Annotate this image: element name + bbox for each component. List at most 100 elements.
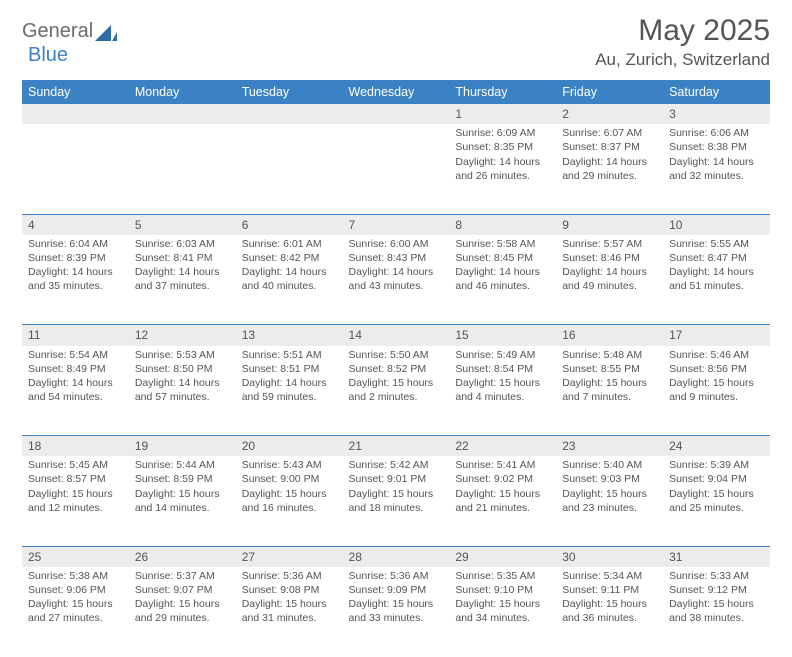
- daylight-text-1: Daylight: 14 hours: [242, 376, 337, 390]
- day-cell: Sunrise: 5:50 AMSunset: 8:52 PMDaylight:…: [343, 346, 450, 436]
- daylight-text-2: and 25 minutes.: [669, 501, 764, 515]
- sunrise-text: Sunrise: 5:39 AM: [669, 458, 764, 472]
- daylight-text-2: and 36 minutes.: [562, 611, 657, 625]
- daylight-text-2: and 7 minutes.: [562, 390, 657, 404]
- sunset-text: Sunset: 8:38 PM: [669, 140, 764, 154]
- day-cell: Sunrise: 5:55 AMSunset: 8:47 PMDaylight:…: [663, 235, 770, 325]
- daynum-row: 45678910: [22, 214, 770, 235]
- daylight-text-2: and 21 minutes.: [455, 501, 550, 515]
- day-header: Wednesday: [343, 81, 450, 104]
- sunrise-text: Sunrise: 5:49 AM: [455, 348, 550, 362]
- day-cell: [343, 124, 450, 214]
- daylight-text-2: and 29 minutes.: [135, 611, 230, 625]
- daylight-text-2: and 27 minutes.: [28, 611, 123, 625]
- daynum-row: 11121314151617: [22, 325, 770, 346]
- calendar-table: SundayMondayTuesdayWednesdayThursdayFrid…: [22, 80, 770, 657]
- sunset-text: Sunset: 8:43 PM: [349, 251, 444, 265]
- sunrise-text: Sunrise: 5:33 AM: [669, 569, 764, 583]
- sunset-text: Sunset: 9:04 PM: [669, 472, 764, 486]
- sunrise-text: Sunrise: 5:58 AM: [455, 237, 550, 251]
- sunset-text: Sunset: 9:10 PM: [455, 583, 550, 597]
- daylight-text-2: and 32 minutes.: [669, 169, 764, 183]
- day-number: 24: [663, 436, 770, 457]
- daylight-text-1: Daylight: 15 hours: [135, 487, 230, 501]
- day-cell: [129, 124, 236, 214]
- daylight-text-1: Daylight: 15 hours: [349, 487, 444, 501]
- sunset-text: Sunset: 9:07 PM: [135, 583, 230, 597]
- brand-text-2: Blue: [28, 44, 68, 67]
- daylight-text-1: Daylight: 15 hours: [455, 487, 550, 501]
- daylight-text-1: Daylight: 14 hours: [135, 265, 230, 279]
- sunrise-text: Sunrise: 5:51 AM: [242, 348, 337, 362]
- day-number: 14: [343, 325, 450, 346]
- sunrise-text: Sunrise: 5:57 AM: [562, 237, 657, 251]
- location-text: Au, Zurich, Switzerland: [595, 50, 770, 70]
- day-cell: Sunrise: 5:42 AMSunset: 9:01 PMDaylight:…: [343, 456, 450, 546]
- sunset-text: Sunset: 8:41 PM: [135, 251, 230, 265]
- daylight-text-1: Daylight: 15 hours: [28, 487, 123, 501]
- daylight-text-2: and 2 minutes.: [349, 390, 444, 404]
- day-cell: Sunrise: 5:54 AMSunset: 8:49 PMDaylight:…: [22, 346, 129, 436]
- day-number: [236, 104, 343, 125]
- month-title: May 2025: [595, 14, 770, 48]
- sunrise-text: Sunrise: 5:36 AM: [242, 569, 337, 583]
- day-number: 13: [236, 325, 343, 346]
- daylight-text-1: Daylight: 15 hours: [562, 597, 657, 611]
- daylight-text-1: Daylight: 14 hours: [28, 265, 123, 279]
- day-header: Monday: [129, 81, 236, 104]
- day-number: 2: [556, 104, 663, 125]
- sunset-text: Sunset: 8:37 PM: [562, 140, 657, 154]
- sunrise-text: Sunrise: 5:43 AM: [242, 458, 337, 472]
- daylight-text-2: and 37 minutes.: [135, 279, 230, 293]
- daylight-text-2: and 23 minutes.: [562, 501, 657, 515]
- daylight-text-1: Daylight: 15 hours: [242, 597, 337, 611]
- sunset-text: Sunset: 8:47 PM: [669, 251, 764, 265]
- sunrise-text: Sunrise: 5:36 AM: [349, 569, 444, 583]
- daylight-text-1: Daylight: 15 hours: [669, 597, 764, 611]
- sunrise-text: Sunrise: 6:07 AM: [562, 126, 657, 140]
- day-cell: Sunrise: 6:09 AMSunset: 8:35 PMDaylight:…: [449, 124, 556, 214]
- sunrise-text: Sunrise: 5:54 AM: [28, 348, 123, 362]
- sunset-text: Sunset: 8:55 PM: [562, 362, 657, 376]
- daylight-text-2: and 57 minutes.: [135, 390, 230, 404]
- sunrise-text: Sunrise: 5:48 AM: [562, 348, 657, 362]
- daylight-text-1: Daylight: 14 hours: [242, 265, 337, 279]
- day-number: 23: [556, 436, 663, 457]
- day-number: [129, 104, 236, 125]
- daylight-text-1: Daylight: 15 hours: [349, 597, 444, 611]
- daylight-text-2: and 51 minutes.: [669, 279, 764, 293]
- day-cell: Sunrise: 5:43 AMSunset: 9:00 PMDaylight:…: [236, 456, 343, 546]
- daylight-text-1: Daylight: 15 hours: [349, 376, 444, 390]
- day-number: 12: [129, 325, 236, 346]
- brand-text-1: General: [22, 20, 93, 43]
- brand-logo: General: [22, 14, 119, 43]
- page-header: General May 2025 Au, Zurich, Switzerland: [22, 14, 770, 70]
- content-row: Sunrise: 6:04 AMSunset: 8:39 PMDaylight:…: [22, 235, 770, 325]
- sunrise-text: Sunrise: 6:04 AM: [28, 237, 123, 251]
- day-number: 26: [129, 546, 236, 567]
- day-number: 30: [556, 546, 663, 567]
- daylight-text-1: Daylight: 15 hours: [455, 597, 550, 611]
- sunset-text: Sunset: 8:42 PM: [242, 251, 337, 265]
- sunset-text: Sunset: 9:11 PM: [562, 583, 657, 597]
- day-number: 6: [236, 214, 343, 235]
- sunset-text: Sunset: 8:39 PM: [28, 251, 123, 265]
- sunset-text: Sunset: 8:59 PM: [135, 472, 230, 486]
- daylight-text-2: and 14 minutes.: [135, 501, 230, 515]
- day-number: 19: [129, 436, 236, 457]
- day-number: [343, 104, 450, 125]
- sunset-text: Sunset: 9:08 PM: [242, 583, 337, 597]
- day-number: 15: [449, 325, 556, 346]
- day-cell: Sunrise: 5:41 AMSunset: 9:02 PMDaylight:…: [449, 456, 556, 546]
- sunrise-text: Sunrise: 6:09 AM: [455, 126, 550, 140]
- sunrise-text: Sunrise: 5:42 AM: [349, 458, 444, 472]
- daylight-text-2: and 59 minutes.: [242, 390, 337, 404]
- day-cell: Sunrise: 5:45 AMSunset: 8:57 PMDaylight:…: [22, 456, 129, 546]
- day-number: 27: [236, 546, 343, 567]
- daylight-text-2: and 33 minutes.: [349, 611, 444, 625]
- day-cell: Sunrise: 5:51 AMSunset: 8:51 PMDaylight:…: [236, 346, 343, 436]
- day-cell: Sunrise: 5:40 AMSunset: 9:03 PMDaylight:…: [556, 456, 663, 546]
- day-cell: Sunrise: 5:46 AMSunset: 8:56 PMDaylight:…: [663, 346, 770, 436]
- daylight-text-2: and 26 minutes.: [455, 169, 550, 183]
- daylight-text-1: Daylight: 14 hours: [28, 376, 123, 390]
